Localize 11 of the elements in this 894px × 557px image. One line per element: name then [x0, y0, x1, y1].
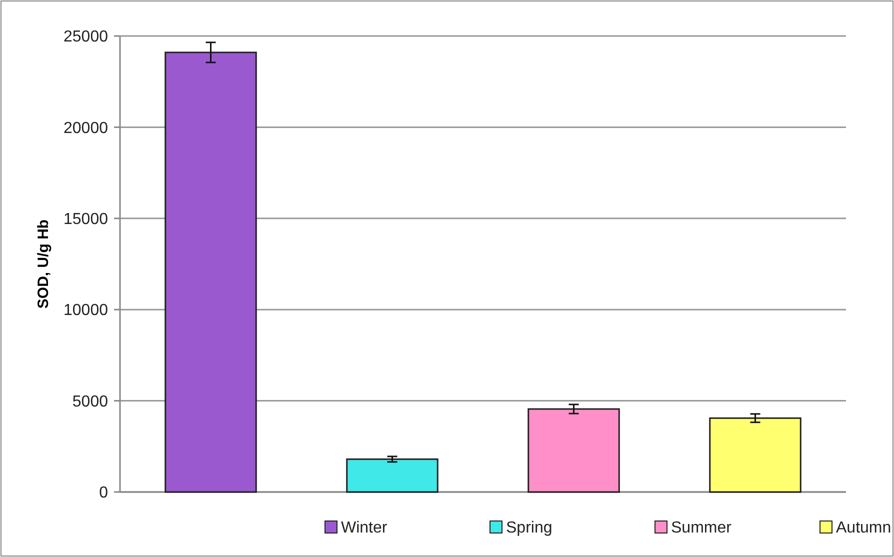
y-axis-title: SOD, U/g Hb	[35, 219, 52, 309]
legend-label: Autumn	[836, 520, 892, 537]
y-tick-label: 5000	[72, 393, 108, 410]
y-tick-label: 25000	[64, 28, 108, 46]
legend-label: Winter	[341, 520, 388, 537]
y-tick-label: 20000	[64, 120, 108, 137]
y-tick-label: 15000	[64, 211, 108, 228]
y-tick-label: 10000	[64, 302, 108, 320]
legend-label: Summer	[671, 520, 732, 537]
legend-label: Spring	[506, 520, 552, 537]
y-tick-label: 0	[99, 484, 108, 502]
